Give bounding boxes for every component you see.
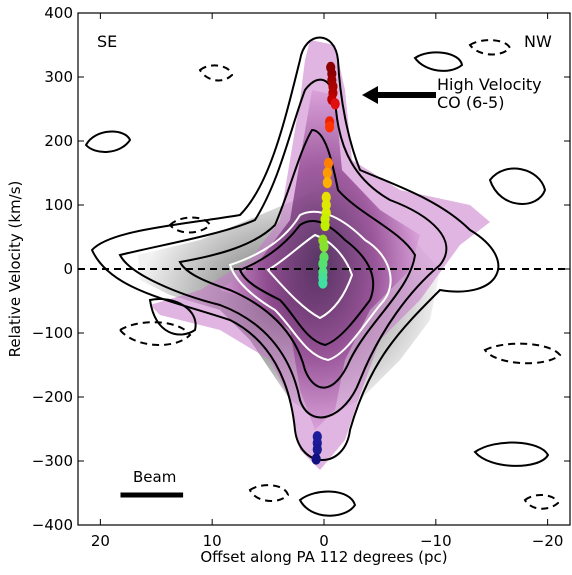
maser-point: [324, 121, 335, 133]
y-axis-ticks: 400 300 200 100 0 −100 −200 −300 −400: [32, 4, 570, 534]
contour-inner: [178, 128, 417, 389]
dashed-contour-d: [483, 342, 562, 365]
maser-point: [318, 258, 328, 270]
x-tick-label: 10: [203, 532, 222, 550]
arrow-head: [362, 86, 378, 104]
x-axis-label: Offset along PA 112 degrees (pc): [200, 548, 447, 566]
contours-white: [228, 210, 392, 362]
maser-points: [311, 61, 340, 465]
co-label: CO (6-5): [437, 93, 504, 112]
y-axis-label: Relative Velocity (km/s): [6, 181, 24, 358]
maser-point: [320, 219, 330, 232]
y-tick-label: −300: [32, 452, 73, 470]
x-tick-label: 0: [319, 532, 329, 550]
maser-point: [319, 241, 329, 253]
maser-point: [318, 277, 328, 289]
maser-point: [323, 157, 334, 169]
y-tick-label: −400: [32, 516, 73, 534]
maser-point: [322, 167, 332, 179]
contour-upper-right: [413, 51, 464, 72]
maser-point: [312, 443, 322, 456]
contours-black: [84, 36, 550, 517]
maser-point: [330, 98, 340, 110]
maser-point: [322, 177, 332, 189]
x-tick-label: −20: [532, 532, 564, 550]
y-tick-label: 100: [44, 196, 73, 214]
y-tick-label: −100: [32, 324, 73, 342]
maser-point: [311, 453, 321, 465]
high-velocity-label: High Velocity: [437, 75, 542, 94]
y-tick-label: 300: [44, 68, 73, 86]
image-layers: [78, 36, 570, 517]
contours-dashed: [118, 39, 562, 510]
maser-point: [321, 199, 331, 211]
contour-outer: [90, 36, 500, 461]
dashed-contour-a: [168, 216, 212, 234]
y-tick-label: −200: [32, 388, 73, 406]
contour-mid: [118, 78, 448, 419]
beam-label: Beam: [133, 468, 176, 486]
maser-point: [321, 191, 331, 203]
contour-white-1: [228, 210, 392, 362]
x-tick-label: 20: [91, 532, 110, 550]
contour-core: [238, 220, 375, 347]
y-tick-label: 400: [44, 4, 73, 22]
dashed-contour-e: [198, 64, 234, 82]
x-axis-ticks: 20 10 0 −10 −20: [91, 13, 564, 550]
y-tick-label: 0: [63, 260, 73, 278]
x-tick-label: −10: [420, 532, 452, 550]
contour-lower-right: [473, 441, 550, 467]
dashed-contour-g: [523, 494, 560, 510]
contour-se-island: [84, 130, 132, 153]
contour-nw-island: [488, 167, 547, 205]
arrow-annotation: [362, 86, 436, 104]
se-label: SE: [97, 32, 117, 51]
dashed-contour-c: [468, 39, 512, 56]
contour-white-2: [266, 233, 354, 320]
y-tick-label: 200: [44, 132, 73, 150]
dashed-contour-f: [248, 484, 290, 502]
dashed-contour-b: [118, 321, 192, 346]
contour-bottom: [298, 490, 357, 517]
nw-label: NW: [524, 32, 552, 51]
